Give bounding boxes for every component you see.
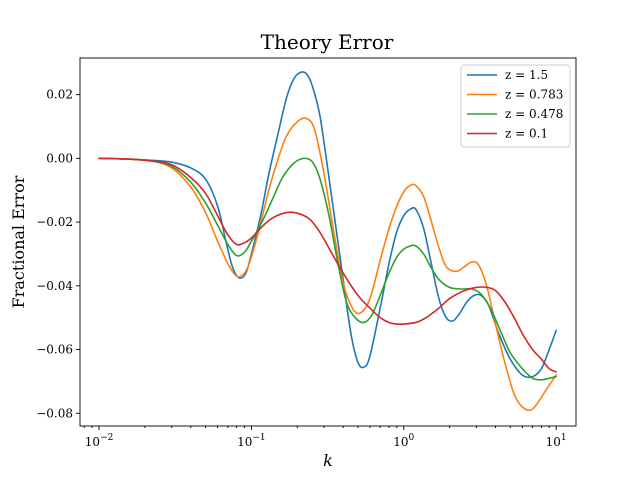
x-tick-label-2: 10−1 bbox=[237, 433, 266, 449]
y-tick-label-3: −0.02 bbox=[36, 215, 73, 229]
x-tick-label-3: 100 bbox=[393, 433, 414, 449]
y-tick-label-1: 0.02 bbox=[46, 88, 73, 102]
legend-label-2: z = 0.783 bbox=[505, 88, 563, 102]
plot-area bbox=[98, 71, 557, 411]
series-line-4 bbox=[98, 157, 557, 373]
x-tick-label-1: 10−2 bbox=[85, 433, 114, 449]
legend-label-1: z = 1.5 bbox=[505, 68, 548, 82]
y-axis-label: Fractional Error bbox=[9, 175, 28, 308]
series-line-2 bbox=[98, 117, 557, 411]
x-tick-label-4: 101 bbox=[546, 433, 567, 449]
x-axis: 10−2 10−1 100 101 bbox=[83, 426, 567, 449]
series-group bbox=[98, 71, 557, 411]
legend-label-4: z = 0.1 bbox=[505, 127, 548, 141]
plot-frame bbox=[79, 57, 577, 427]
x-axis-label: k bbox=[323, 451, 333, 470]
legend-box bbox=[460, 64, 571, 148]
y-tick-label-4: −0.04 bbox=[36, 279, 73, 293]
y-tick-label-2: 0.00 bbox=[46, 151, 73, 165]
series-line-3 bbox=[98, 157, 557, 381]
y-axis: 0.02 0.00 −0.02 −0.04 −0.06 −0.08 bbox=[36, 88, 80, 420]
legend-label-3: z = 0.478 bbox=[505, 107, 563, 121]
y-tick-label-5: −0.06 bbox=[36, 343, 73, 357]
y-tick-label-6: −0.08 bbox=[36, 406, 73, 420]
legend: z = 1.5 z = 0.783 z = 0.478 z = 0.1 bbox=[460, 64, 571, 148]
series-line-1 bbox=[98, 71, 557, 379]
chart-title: Theory Error bbox=[261, 30, 394, 54]
